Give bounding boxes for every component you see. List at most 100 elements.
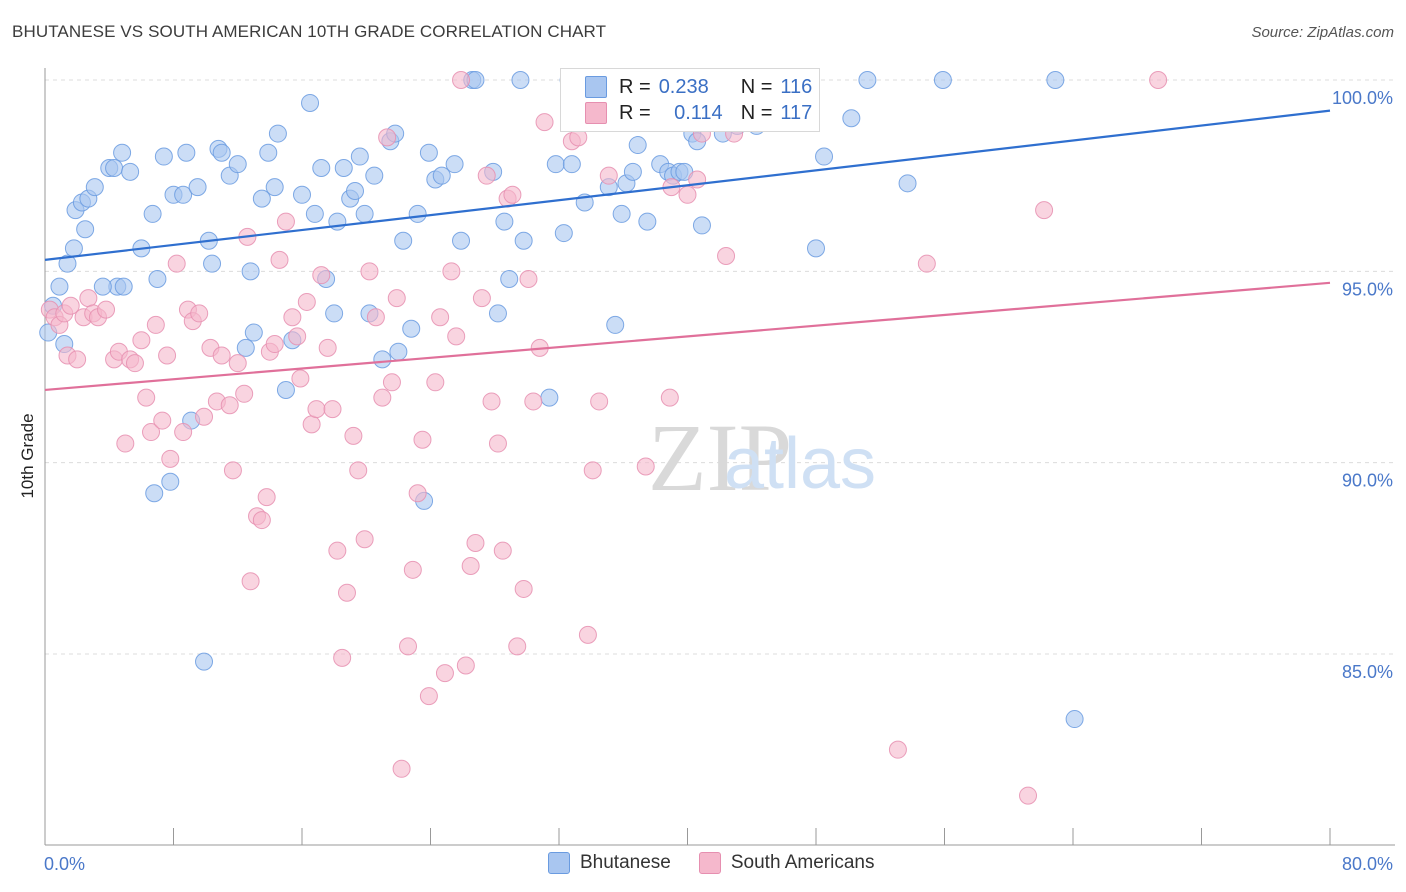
data-point	[323, 400, 342, 419]
data-point	[228, 155, 247, 174]
data-point	[546, 155, 565, 174]
data-point	[153, 411, 172, 430]
data-point	[488, 304, 507, 323]
data-point	[365, 166, 384, 185]
data-point	[220, 396, 239, 415]
data-point	[636, 457, 655, 476]
chart-title: BHUTANESE VS SOUTH AMERICAN 10TH GRADE C…	[12, 22, 607, 41]
data-point	[508, 637, 527, 656]
data-point	[392, 759, 411, 778]
data-point	[283, 308, 302, 327]
data-point	[660, 388, 679, 407]
data-point	[419, 143, 438, 162]
data-point	[334, 159, 353, 178]
data-point	[195, 652, 214, 671]
data-point	[466, 534, 485, 553]
data-point	[678, 185, 697, 204]
data-point	[435, 664, 454, 683]
data-point	[535, 113, 554, 132]
data-point	[477, 166, 496, 185]
y-axis-title: 10th Grade	[18, 413, 37, 498]
data-point	[121, 162, 140, 181]
data-point	[514, 579, 533, 598]
data-point	[692, 216, 711, 235]
data-point	[344, 426, 363, 445]
data-point	[394, 231, 413, 250]
data-point	[167, 254, 186, 273]
data-point	[212, 346, 231, 365]
data-point	[68, 350, 87, 369]
data-point	[61, 296, 80, 315]
data-point	[403, 560, 422, 579]
data-point	[378, 128, 397, 147]
data-point	[293, 185, 311, 204]
data-point	[297, 292, 316, 311]
data-point	[350, 147, 369, 166]
data-point	[257, 488, 276, 507]
x-tick-labels: 0.0% 80.0%	[44, 854, 1393, 874]
data-point	[203, 254, 222, 273]
trend-lines	[44, 109, 1331, 392]
data-point	[387, 289, 406, 308]
legend-r-value: 0.238	[658, 75, 709, 98]
data-point	[333, 648, 352, 667]
data-point	[807, 239, 825, 258]
legend-swatch-south-americans	[698, 852, 721, 874]
data-point	[174, 423, 193, 442]
data-point	[540, 388, 559, 407]
data-point	[373, 388, 392, 407]
data-point	[488, 434, 507, 453]
data-point	[288, 327, 307, 346]
data-point	[337, 583, 356, 602]
legend-n-label: N =	[740, 75, 773, 98]
legend-n-label: N =	[740, 101, 773, 124]
data-point	[346, 181, 365, 200]
data-point	[495, 212, 514, 231]
data-point	[158, 346, 177, 365]
data-point	[105, 159, 124, 178]
data-point	[842, 109, 861, 128]
data-point	[514, 231, 533, 250]
data-point	[445, 155, 464, 174]
data-point	[503, 185, 522, 204]
data-point	[137, 388, 156, 407]
data-point	[302, 415, 321, 434]
data-point	[148, 269, 167, 288]
data-point	[933, 71, 952, 89]
data-point	[355, 204, 374, 223]
data-point	[50, 277, 69, 296]
data-point	[265, 335, 284, 354]
series-south-americans	[40, 71, 1168, 805]
data-point	[638, 212, 657, 231]
data-point	[606, 315, 625, 334]
data-point	[276, 380, 295, 399]
data-point	[291, 369, 310, 388]
data-point	[146, 315, 165, 334]
data-point	[599, 166, 618, 185]
data-point	[382, 373, 401, 392]
x-tick-label: 0.0%	[44, 854, 85, 874]
y-tick-label: 85.0%	[1342, 662, 1393, 682]
data-point	[114, 277, 133, 296]
data-point	[562, 155, 581, 174]
data-point	[318, 338, 337, 357]
data-point	[408, 484, 427, 503]
watermark-zip: ZIP	[648, 404, 792, 511]
data-point	[241, 262, 260, 281]
data-point	[132, 331, 151, 350]
data-point	[305, 204, 324, 223]
data-point	[482, 392, 501, 411]
data-point	[447, 327, 466, 346]
data-point	[268, 124, 287, 143]
data-point	[452, 231, 471, 250]
data-point	[858, 71, 877, 89]
data-point	[360, 262, 379, 281]
data-point	[519, 269, 538, 288]
data-point	[328, 541, 347, 560]
data-point	[235, 384, 254, 403]
data-point	[590, 392, 609, 411]
data-point	[431, 308, 450, 327]
watermark-atlas: atlas	[724, 424, 876, 504]
y-tick-label: 95.0%	[1342, 279, 1393, 299]
data-point	[898, 174, 917, 193]
